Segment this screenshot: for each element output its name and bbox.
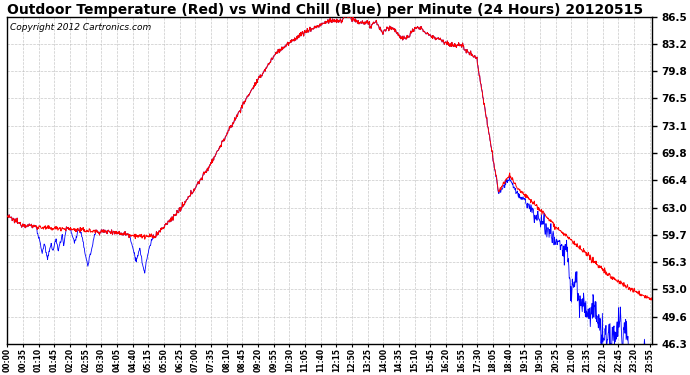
Text: Copyright 2012 Cartronics.com: Copyright 2012 Cartronics.com: [10, 23, 152, 32]
Text: Outdoor Temperature (Red) vs Wind Chill (Blue) per Minute (24 Hours) 20120515: Outdoor Temperature (Red) vs Wind Chill …: [8, 3, 643, 17]
